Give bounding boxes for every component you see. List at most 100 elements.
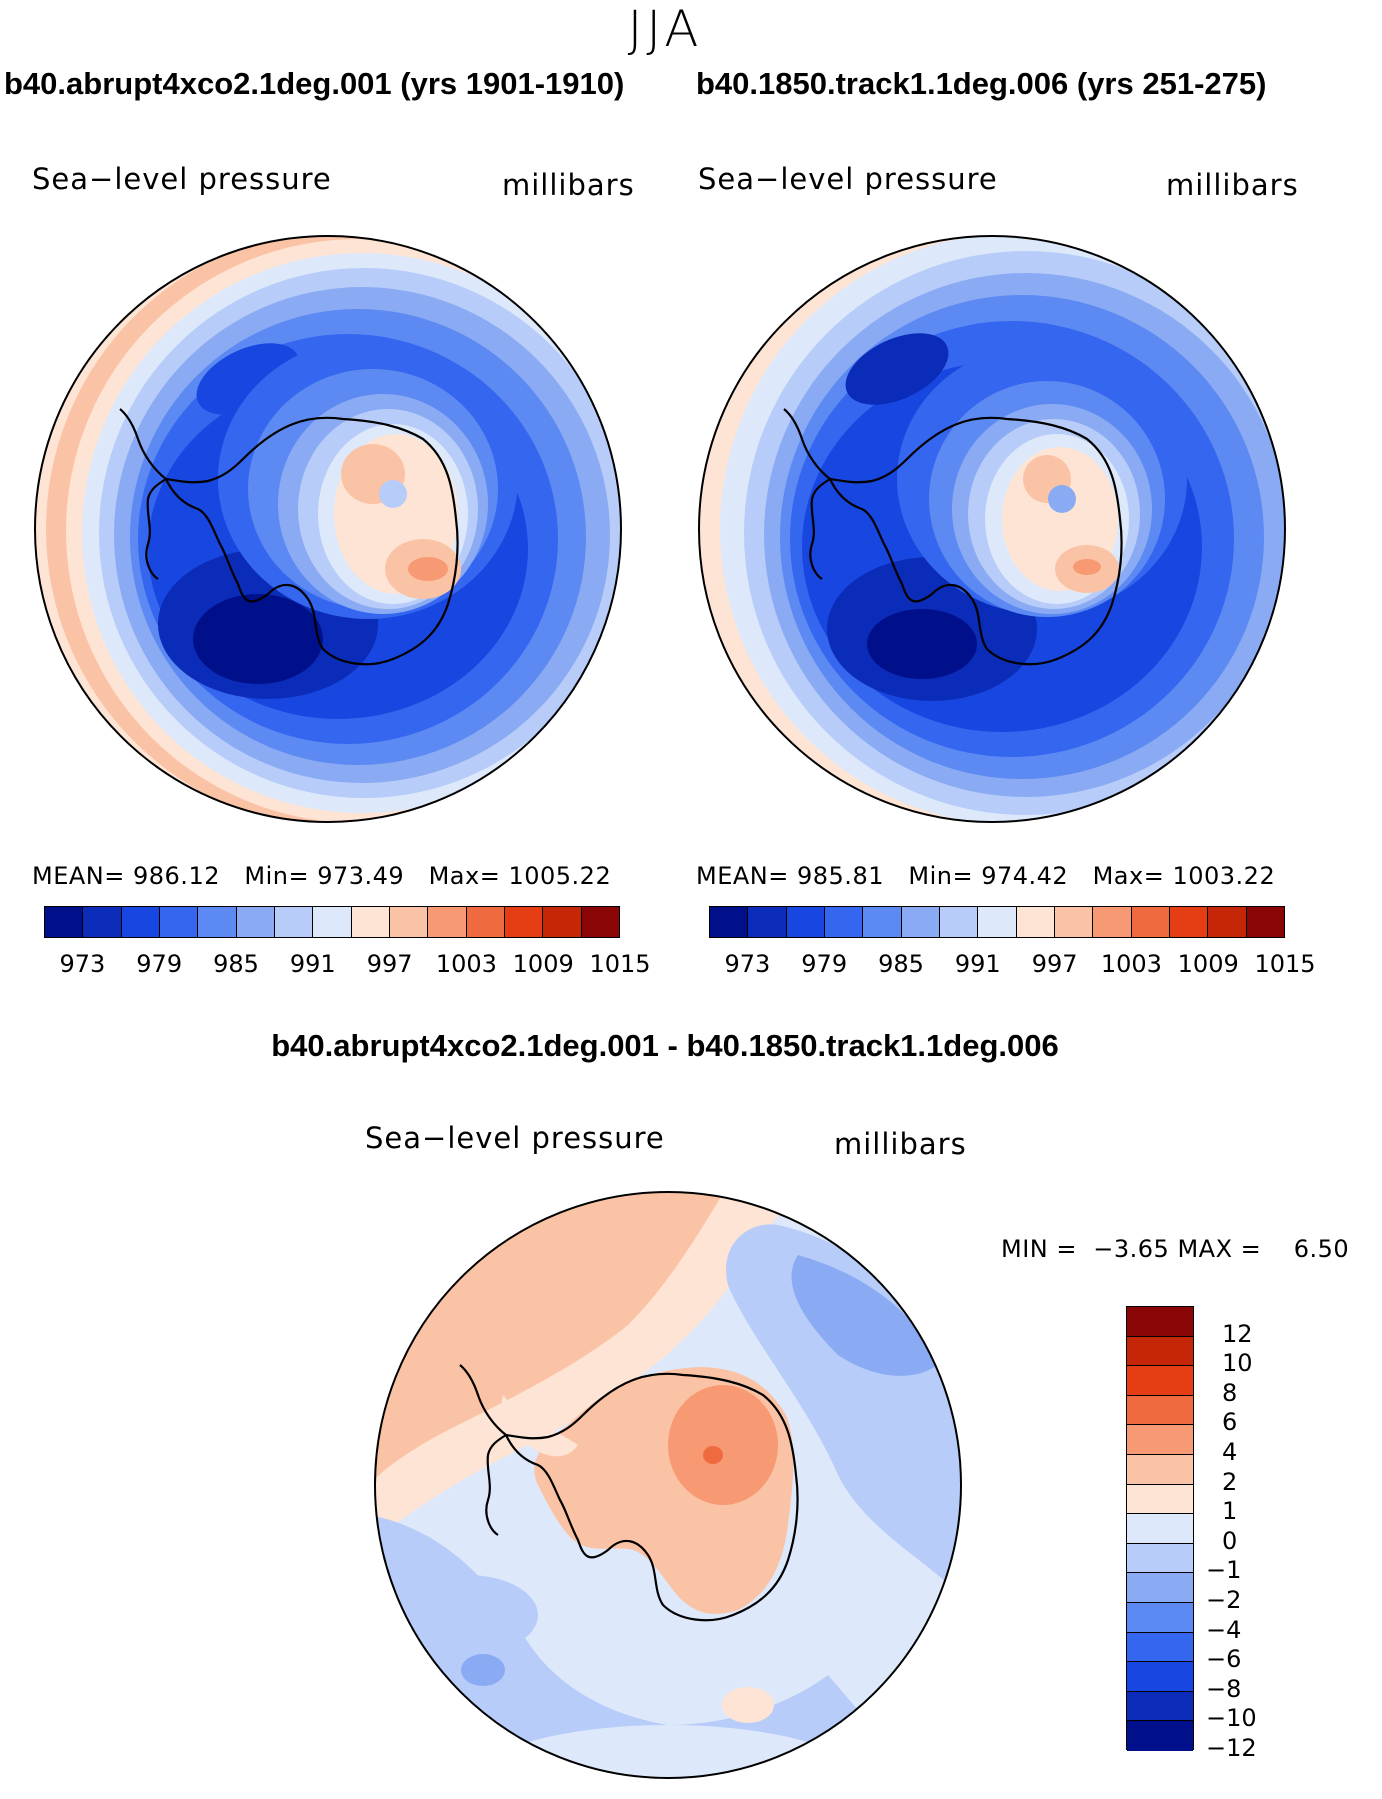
right-colorbar-tick-label: 991	[954, 950, 1001, 978]
right-colorbar-box	[863, 907, 902, 937]
right-mean-label: MEAN=	[696, 862, 789, 890]
left-colorbar-box	[236, 907, 275, 937]
diff-max-label: MAX =	[1177, 1235, 1262, 1263]
diff-colorbar	[1126, 1306, 1194, 1751]
right-colorbar-box	[786, 907, 825, 937]
right-colorbar-box	[939, 907, 979, 937]
right-colorbar-box	[901, 907, 940, 937]
diff-colorbar-box	[1127, 1514, 1193, 1544]
right-colorbar-box	[1016, 907, 1055, 937]
right-max-value: 1003.22	[1172, 862, 1276, 890]
right-mean-value: 985.81	[797, 862, 884, 890]
left-min-label: Min=	[244, 862, 310, 890]
left-colorbar-box	[274, 907, 314, 937]
left-colorbar	[44, 906, 620, 938]
left-max-label: Max=	[428, 862, 501, 890]
right-colorbar-tick-label: 979	[801, 950, 848, 978]
diff-colorbar-tick-label: −2	[1206, 1586, 1242, 1614]
left-colorbar-box	[389, 907, 429, 937]
left-colorbar-box	[543, 907, 582, 937]
diff-colorbar-box	[1127, 1366, 1193, 1396]
right-colorbar-box	[748, 907, 787, 937]
right-colorbar-box	[1131, 907, 1170, 937]
right-colorbar-tick-label: 985	[878, 950, 924, 978]
diff-min-label: MIN =	[1001, 1235, 1077, 1263]
left-colorbar-box	[466, 907, 505, 937]
diff-units-label: millibars	[834, 1127, 967, 1161]
left-max-value: 1005.22	[508, 862, 612, 890]
left-colorbar-box	[428, 907, 467, 937]
diff-colorbar-tick-label: −10	[1206, 1704, 1257, 1733]
right-units-label: millibars	[1166, 168, 1299, 202]
diff-polar-map	[374, 1191, 962, 1779]
left-colorbar-tick-label: 1003	[435, 950, 497, 978]
diff-colorbar-tick-label: −4	[1206, 1615, 1242, 1644]
left-colorbar-box	[159, 907, 199, 937]
left-mean-label: MEAN=	[32, 862, 125, 890]
diff-colorbar-tick-label: −8	[1206, 1674, 1242, 1703]
left-polar-map	[34, 235, 622, 823]
diff-colorbar-tick-label: 12	[1222, 1319, 1253, 1348]
left-colorbar-tick-label: 985	[213, 950, 259, 978]
left-min-value: 973.49	[317, 862, 405, 890]
left-colorbar-tick-label: 997	[366, 950, 413, 978]
diff-colorbar-box	[1127, 1662, 1193, 1692]
right-colorbar-tick-label: 1009	[1177, 950, 1239, 978]
diff-colorbar-box	[1127, 1454, 1193, 1485]
diff-colorbar-tick-label: 2	[1222, 1467, 1238, 1496]
right-colorbar-tick-label: 997	[1031, 950, 1078, 978]
right-max-label: Max=	[1092, 862, 1165, 890]
diff-colorbar-tick-label: 0	[1222, 1526, 1238, 1555]
diff-max-value: 6.50	[1293, 1235, 1350, 1263]
season-title: JJA	[627, 0, 703, 58]
right-polar-map	[698, 235, 1286, 823]
left-variable-label: Sea−level pressure	[32, 162, 332, 196]
diff-colorbar-box	[1127, 1543, 1193, 1574]
right-panel-title: b40.1850.track1.1deg.006 (yrs 251-275)	[696, 66, 1267, 101]
diff-colorbar-box	[1127, 1395, 1193, 1426]
right-colorbar-tick-label: 1003	[1100, 950, 1162, 978]
diff-panel-title: b40.abrupt4xco2.1deg.001 - b40.1850.trac…	[271, 1028, 1059, 1063]
left-mean-value: 986.12	[133, 862, 220, 890]
diff-colorbar-box	[1127, 1425, 1193, 1455]
left-colorbar-box	[504, 907, 544, 937]
left-panel-title: b40.abrupt4xco2.1deg.001 (yrs 1901-1910)	[4, 66, 625, 101]
diff-colorbar-box	[1127, 1336, 1193, 1367]
right-colorbar	[709, 906, 1285, 938]
right-colorbar-box	[1093, 907, 1132, 937]
diff-colorbar-box	[1127, 1307, 1193, 1337]
right-colorbar-box	[978, 907, 1017, 937]
right-min-value: 974.42	[981, 862, 1069, 890]
diff-colorbar-tick-label: −1	[1206, 1556, 1242, 1585]
right-colorbar-tick-label: 1015	[1254, 950, 1316, 978]
diff-variable-label: Sea−level pressure	[365, 1121, 665, 1155]
left-colorbar-tick-label: 991	[289, 950, 336, 978]
right-colorbar-box	[824, 907, 864, 937]
diff-colorbar-box	[1127, 1602, 1193, 1633]
diff-colorbar-box	[1127, 1721, 1193, 1751]
right-colorbar-box	[1054, 907, 1094, 937]
left-colorbar-box	[351, 907, 390, 937]
diff-min-value: −3.65	[1093, 1235, 1170, 1263]
left-colorbar-box	[121, 907, 160, 937]
diff-colorbar-box	[1127, 1632, 1193, 1663]
left-colorbar-tick-label: 1009	[512, 950, 574, 978]
right-stats: MEAN= 985.81 Min= 974.42 Max= 1003.22	[696, 862, 1275, 890]
right-colorbar-box	[1169, 907, 1209, 937]
right-min-label: Min=	[908, 862, 974, 890]
diff-stats: MIN = −3.65 MAX = 6.50	[1001, 1235, 1349, 1263]
left-colorbar-box	[45, 907, 84, 937]
left-stats: MEAN= 986.12 Min= 973.49 Max= 1005.22	[32, 862, 611, 890]
right-colorbar-tick-label: 973	[724, 950, 771, 978]
right-colorbar-box	[1208, 907, 1247, 937]
diff-colorbar-tick-label: 6	[1222, 1408, 1238, 1437]
left-colorbar-tick-label: 1015	[589, 950, 651, 978]
diff-colorbar-tick-label: 8	[1222, 1378, 1238, 1407]
right-colorbar-box	[1246, 907, 1284, 937]
left-units-label: millibars	[502, 168, 635, 202]
left-colorbar-tick-label: 973	[59, 950, 106, 978]
diff-colorbar-box	[1127, 1484, 1193, 1515]
left-colorbar-box	[581, 907, 619, 937]
diff-colorbar-tick-label: 1	[1222, 1497, 1238, 1526]
right-variable-label: Sea−level pressure	[698, 162, 998, 196]
